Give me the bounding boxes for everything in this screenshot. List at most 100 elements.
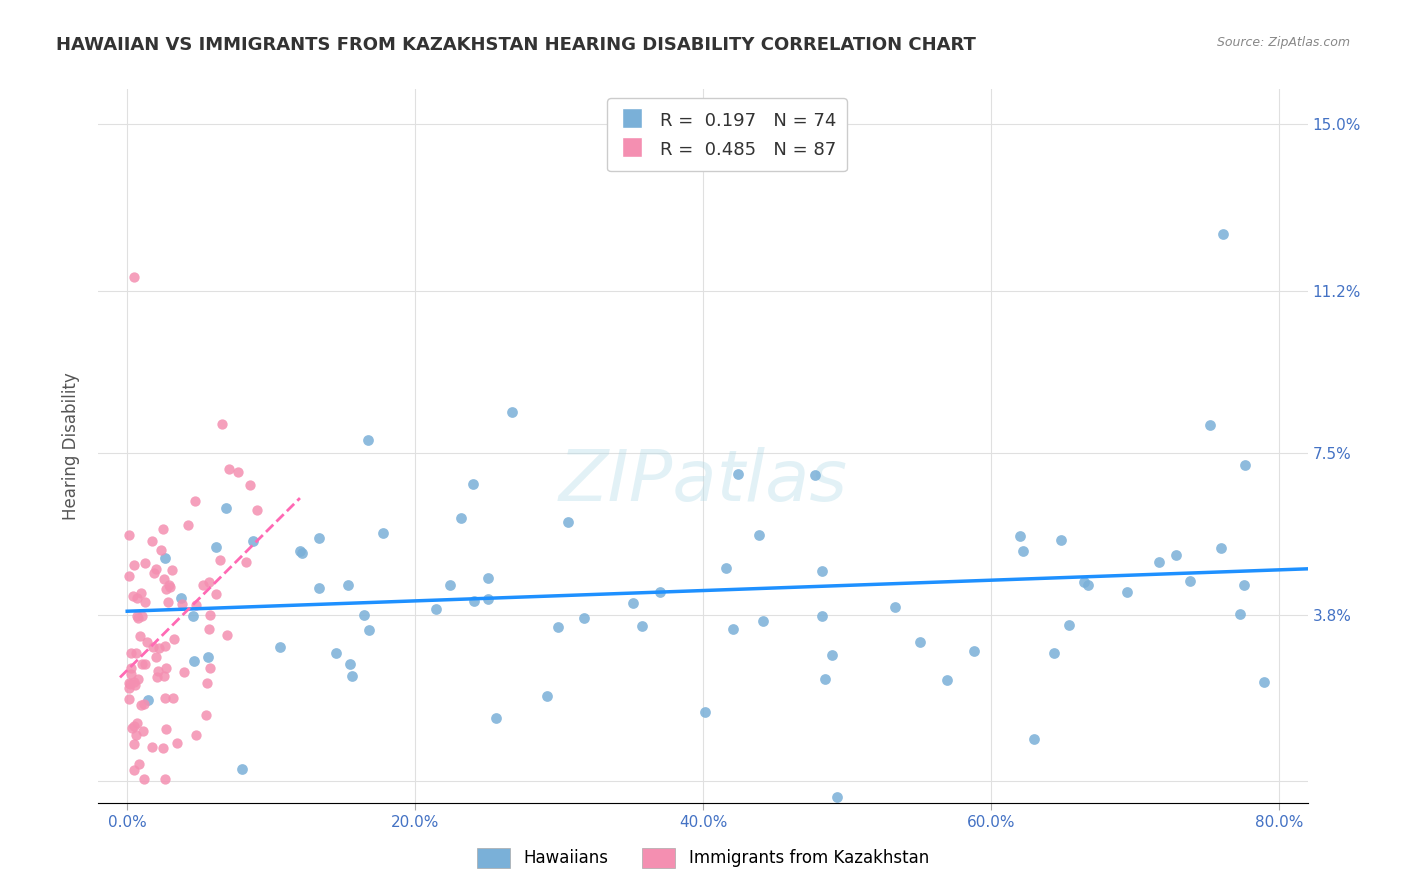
Point bbox=[143, 566, 166, 580]
Point bbox=[146, 665, 169, 679]
Point bbox=[963, 644, 986, 658]
Point bbox=[269, 640, 291, 655]
Point bbox=[1012, 543, 1035, 558]
Point bbox=[748, 528, 770, 542]
Point bbox=[804, 468, 827, 483]
Point bbox=[153, 772, 176, 786]
Point bbox=[353, 607, 375, 622]
Point bbox=[291, 546, 314, 560]
Point bbox=[125, 715, 148, 730]
Text: HAWAIIAN VS IMMIGRANTS FROM KAZAKHSTAN HEARING DISABILITY CORRELATION CHART: HAWAIIAN VS IMMIGRANTS FROM KAZAKHSTAN H… bbox=[56, 36, 976, 54]
Point bbox=[198, 622, 221, 636]
Point bbox=[884, 599, 907, 614]
Point bbox=[935, 673, 957, 688]
Point bbox=[218, 461, 240, 475]
Point bbox=[128, 756, 150, 771]
Point bbox=[163, 632, 186, 647]
Point bbox=[186, 599, 208, 613]
Point bbox=[290, 543, 312, 558]
Point bbox=[122, 558, 145, 572]
Point bbox=[485, 711, 508, 725]
Point bbox=[118, 569, 141, 583]
Point bbox=[194, 708, 217, 723]
Point bbox=[1233, 458, 1256, 473]
Point bbox=[821, 648, 844, 662]
Point bbox=[425, 602, 447, 616]
Point bbox=[547, 620, 569, 634]
Point bbox=[118, 681, 141, 695]
Point bbox=[1199, 418, 1222, 433]
Point bbox=[209, 553, 232, 567]
Point bbox=[205, 587, 228, 601]
Point bbox=[1147, 556, 1170, 570]
Point bbox=[477, 592, 499, 607]
Point bbox=[124, 678, 146, 692]
Point bbox=[125, 646, 148, 660]
Point bbox=[814, 672, 837, 686]
Point bbox=[197, 650, 219, 665]
Point bbox=[127, 609, 149, 624]
Point bbox=[127, 591, 149, 605]
Point bbox=[308, 531, 330, 545]
Point bbox=[155, 722, 177, 736]
Point bbox=[124, 270, 146, 285]
Point bbox=[131, 723, 153, 738]
Point bbox=[536, 690, 558, 704]
Point bbox=[118, 676, 141, 690]
Point bbox=[170, 591, 193, 605]
Point bbox=[211, 417, 233, 431]
Point bbox=[1057, 618, 1080, 632]
Point bbox=[308, 582, 330, 596]
Point bbox=[146, 670, 169, 684]
Point bbox=[120, 666, 142, 681]
Point bbox=[121, 589, 143, 603]
Point bbox=[159, 581, 181, 595]
Point bbox=[1253, 674, 1275, 689]
Point bbox=[1178, 574, 1201, 588]
Point bbox=[118, 527, 141, 541]
Point bbox=[477, 571, 499, 585]
Point bbox=[155, 661, 177, 675]
Point bbox=[181, 608, 204, 623]
Point bbox=[198, 575, 221, 590]
Legend: Hawaiians, Immigrants from Kazakhstan: Hawaiians, Immigrants from Kazakhstan bbox=[471, 841, 935, 875]
Point bbox=[120, 661, 142, 675]
Point bbox=[1164, 548, 1187, 562]
Point bbox=[215, 501, 238, 516]
Point bbox=[160, 563, 183, 577]
Point bbox=[148, 641, 170, 656]
Point bbox=[136, 635, 159, 649]
Point bbox=[461, 477, 484, 491]
Point bbox=[1115, 585, 1137, 599]
Point bbox=[337, 578, 360, 592]
Point bbox=[131, 698, 153, 713]
Point bbox=[693, 706, 716, 720]
Point bbox=[127, 611, 149, 625]
Point bbox=[1043, 646, 1066, 660]
Point bbox=[132, 697, 155, 711]
Point bbox=[145, 562, 167, 576]
Point bbox=[153, 550, 176, 565]
Point bbox=[631, 618, 654, 632]
Point bbox=[572, 610, 595, 624]
Point bbox=[153, 691, 176, 706]
Point bbox=[125, 728, 148, 742]
Point bbox=[339, 657, 361, 671]
Point bbox=[184, 494, 207, 508]
Point bbox=[118, 691, 141, 706]
Point bbox=[340, 669, 363, 683]
Point bbox=[242, 534, 264, 549]
Point bbox=[122, 737, 145, 751]
Point bbox=[195, 676, 218, 690]
Point bbox=[155, 582, 177, 596]
Point bbox=[153, 668, 176, 682]
Point bbox=[120, 677, 142, 691]
Point bbox=[235, 555, 257, 569]
Point bbox=[1050, 533, 1073, 548]
Point bbox=[810, 565, 832, 579]
Point bbox=[134, 556, 156, 570]
Point bbox=[827, 790, 849, 805]
Point bbox=[450, 511, 472, 525]
Point bbox=[239, 477, 262, 491]
Point bbox=[121, 721, 143, 735]
